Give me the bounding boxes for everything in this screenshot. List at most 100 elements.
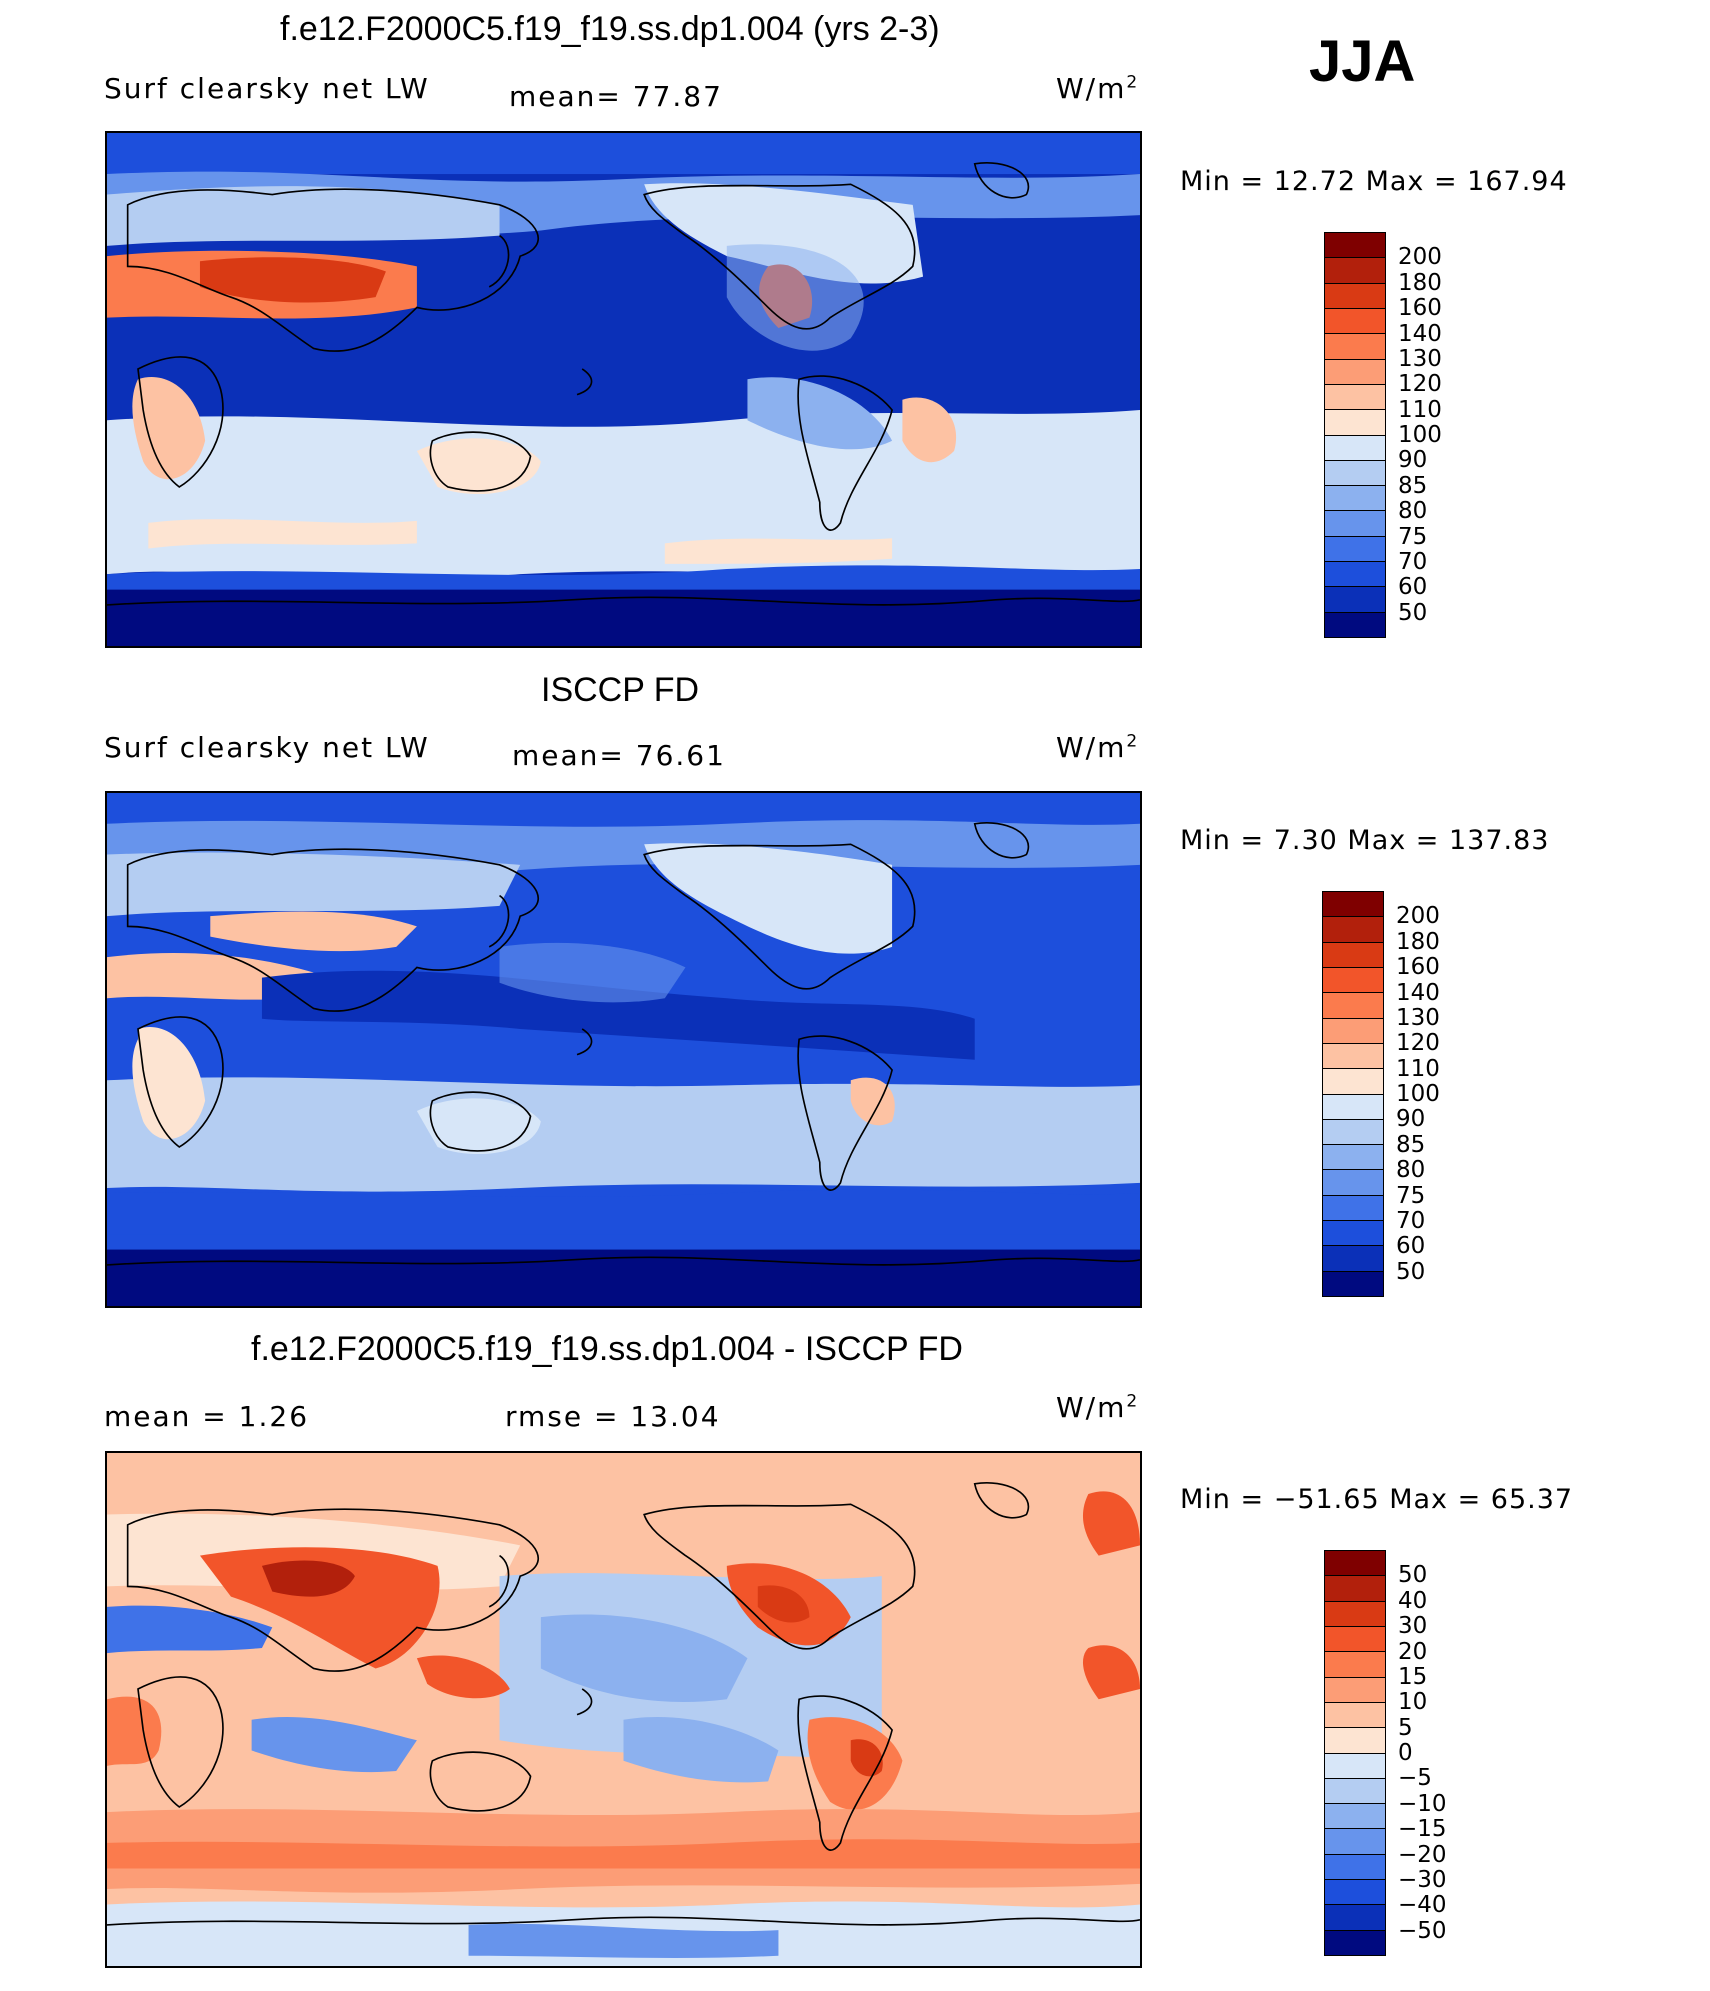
colorbar-tick-label: 10 <box>1398 1689 1428 1716</box>
panel-1-minmax: Min = 12.72 Max = 167.94 <box>1180 166 1568 197</box>
colorbar-tick-label: −5 <box>1398 1765 1432 1792</box>
panel-1-units: W/m2 <box>1056 72 1140 105</box>
panel-3-colorbar-swatch <box>1325 1702 1385 1729</box>
colorbar-tick-label: 80 <box>1396 1157 1426 1184</box>
panel-2-minmax: Min = 7.30 Max = 137.83 <box>1180 825 1550 856</box>
panel-3-units: W/m2 <box>1056 1391 1140 1424</box>
colorbar-tick-label: 75 <box>1398 523 1428 550</box>
colorbar-tick-label: 70 <box>1398 548 1428 575</box>
panel-2-colorbar-swatch <box>1323 1145 1383 1171</box>
panel-1-colorbar-swatch <box>1325 562 1385 588</box>
panel-1-colorbar-swatch <box>1325 283 1385 309</box>
panel-2-colorbar-swatch <box>1323 1069 1383 1095</box>
panel-3-map <box>105 1451 1142 1968</box>
colorbar-tick-label: 15 <box>1398 1663 1428 1690</box>
panel-1-colorbar-swatch <box>1325 233 1385 259</box>
panel-2-colorbar-swatch <box>1323 1246 1383 1272</box>
colorbar-tick-label: 75 <box>1396 1182 1426 1209</box>
panel-3-title: f.e12.F2000C5.f19_f19.ss.dp1.004 - ISCCP… <box>251 1330 963 1368</box>
panel-3-minmax: Min = −51.65 Max = 65.37 <box>1180 1484 1574 1515</box>
panel-2-colorbar-swatch <box>1323 1195 1383 1222</box>
panel-2-colorbar-swatch <box>1323 967 1383 994</box>
colorbar-tick-label: 200 <box>1398 244 1442 271</box>
panel-3-colorbar-swatch <box>1325 1652 1385 1678</box>
panel-3-colorbar-swatch <box>1325 1551 1385 1577</box>
panel-2-mean-label: mean= 76.61 <box>512 739 726 772</box>
panel-2-colorbar-swatch <box>1323 1094 1383 1120</box>
panel-2-colorbar-swatch <box>1323 1221 1383 1247</box>
panel-2-colorbar-swatch <box>1323 1271 1383 1296</box>
panel-1-colorbar-swatch <box>1325 384 1385 411</box>
colorbar-tick-label: 160 <box>1396 954 1440 981</box>
colorbar-tick-label: −50 <box>1398 1917 1447 1944</box>
panel-2-colorbar-swatch <box>1323 1018 1383 1044</box>
colorbar-tick-label: −40 <box>1398 1892 1447 1919</box>
panel-2-colorbar-swatch <box>1323 1119 1383 1146</box>
panel-1-colorbar-swatch <box>1325 486 1385 512</box>
colorbar-tick-label: 180 <box>1398 269 1442 296</box>
panel-3-colorbar-swatch <box>1325 1728 1385 1754</box>
colorbar-tick-label: 70 <box>1396 1207 1426 1234</box>
colorbar-tick-label: −20 <box>1398 1841 1447 1868</box>
panel-1-colorbar <box>1324 232 1386 638</box>
panel-1-colorbar-swatch <box>1325 536 1385 563</box>
colorbar-tick-label: 50 <box>1396 1258 1426 1285</box>
colorbar-tick-label: 180 <box>1396 928 1440 955</box>
panel-1-colorbar-swatch <box>1325 587 1385 613</box>
panel-3-colorbar-swatch <box>1325 1576 1385 1602</box>
colorbar-tick-label: 50 <box>1398 599 1428 626</box>
colorbar-tick-label: 110 <box>1398 396 1442 423</box>
panel-1-colorbar-swatch <box>1325 410 1385 436</box>
colorbar-tick-label: 40 <box>1398 1587 1428 1614</box>
panel-2-colorbar-swatch <box>1323 1170 1383 1196</box>
panel-1-mean-label: mean= 77.87 <box>509 80 723 113</box>
panel-1-variable-label: Surf clearsky net LW <box>104 72 430 105</box>
panel-1-colorbar-swatch <box>1325 359 1385 385</box>
panel-3-colorbar-swatch <box>1325 1601 1385 1627</box>
colorbar-tick-label: 200 <box>1396 903 1440 930</box>
panel-1-colorbar-swatch <box>1325 511 1385 537</box>
panel-1-colorbar-swatch <box>1325 460 1385 487</box>
colorbar-tick-label: 130 <box>1398 345 1442 372</box>
panel-1-colorbar-swatch <box>1325 258 1385 284</box>
panel-2-map <box>105 791 1142 1308</box>
colorbar-tick-label: 90 <box>1396 1106 1426 1133</box>
panel-2-colorbar <box>1322 891 1384 1297</box>
panel-2-variable-label: Surf clearsky net LW <box>104 731 430 764</box>
panel-1-colorbar-swatch <box>1325 612 1385 637</box>
colorbar-tick-label: 20 <box>1398 1638 1428 1665</box>
panel-3-colorbar-swatch <box>1325 1880 1385 1906</box>
panel-3-colorbar-swatch <box>1325 1905 1385 1931</box>
panel-3-colorbar <box>1324 1550 1386 1956</box>
colorbar-tick-label: 60 <box>1398 574 1428 601</box>
panel-3-mean-label: mean = 1.26 <box>104 1400 310 1433</box>
colorbar-tick-label: 60 <box>1396 1233 1426 1260</box>
panel-1-colorbar-swatch <box>1325 435 1385 461</box>
panel-2-colorbar-swatch <box>1323 892 1383 918</box>
panel-3-colorbar-swatch <box>1325 1778 1385 1805</box>
panel-3-colorbar-swatch <box>1325 1753 1385 1779</box>
colorbar-tick-label: 130 <box>1396 1004 1440 1031</box>
panel-2-title: ISCCP FD <box>541 671 700 709</box>
colorbar-tick-label: 160 <box>1398 295 1442 322</box>
colorbar-tick-label: −30 <box>1398 1866 1447 1893</box>
panel-3-colorbar-swatch <box>1325 1854 1385 1881</box>
colorbar-tick-label: 120 <box>1398 371 1442 398</box>
panel-1-map <box>105 131 1142 648</box>
colorbar-tick-label: −10 <box>1398 1790 1447 1817</box>
colorbar-tick-label: 80 <box>1398 498 1428 525</box>
panel-1-colorbar-swatch <box>1325 308 1385 335</box>
colorbar-tick-label: 30 <box>1398 1613 1428 1640</box>
colorbar-tick-label: 140 <box>1398 320 1442 347</box>
colorbar-tick-label: 100 <box>1398 422 1442 448</box>
season-label: JJA <box>1309 29 1416 94</box>
colorbar-tick-label: 120 <box>1396 1030 1440 1057</box>
colorbar-tick-label: 5 <box>1398 1714 1413 1741</box>
panel-3-colorbar-swatch <box>1325 1626 1385 1653</box>
panel-3-rmse-label: rmse = 13.04 <box>505 1400 721 1433</box>
panel-2-colorbar-swatch <box>1323 1043 1383 1070</box>
colorbar-tick-label: 100 <box>1396 1081 1440 1107</box>
colorbar-tick-label: 85 <box>1398 472 1428 499</box>
panel-3-colorbar-swatch <box>1325 1829 1385 1855</box>
panel-2-units: W/m2 <box>1056 731 1140 764</box>
